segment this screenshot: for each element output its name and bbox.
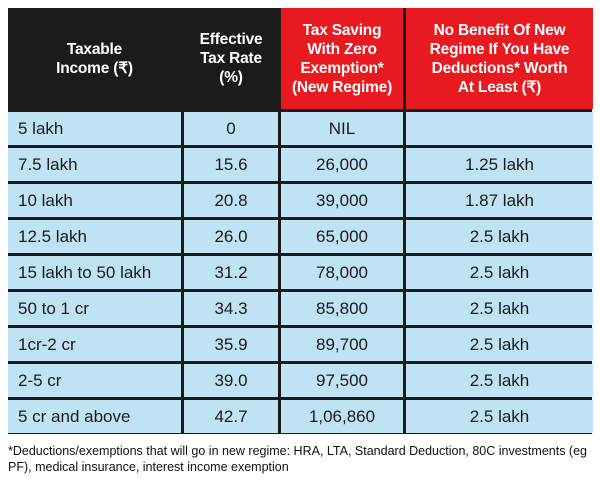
- table-cell-income: 12.5 lakh: [8, 220, 181, 253]
- header-effective-tax-rate: Effective Tax Rate (%): [184, 8, 278, 109]
- table-cell-saving: 1,06,860: [281, 400, 403, 433]
- table-cell-income: 5 cr and above: [8, 400, 181, 433]
- table-cell-income: 10 lakh: [8, 184, 181, 217]
- table-cell-rate: 20.8: [184, 184, 278, 217]
- table-cell-threshold: 2.5 lakh: [406, 328, 593, 361]
- table-cell-threshold: 2.5 lakh: [406, 364, 593, 397]
- footnote: *Deductions/exemptions that will go in n…: [8, 444, 587, 474]
- table-cell-threshold: [406, 112, 593, 145]
- table-cell-saving: 89,700: [281, 328, 403, 361]
- table-cell-saving: 26,000: [281, 148, 403, 181]
- table-cell-rate: 34.3: [184, 292, 278, 325]
- table-cell-income: 50 to 1 cr: [8, 292, 181, 325]
- table-cell-income: 5 lakh: [8, 112, 181, 145]
- table-cell-rate: 0: [184, 112, 278, 145]
- table-cell-rate: 31.2: [184, 256, 278, 289]
- table-cell-rate: 35.9: [184, 328, 278, 361]
- header-taxable-income: Taxable Income (₹): [8, 8, 181, 109]
- header-tax-saving: Tax Saving With Zero Exemption* (New Reg…: [281, 8, 403, 109]
- table-cell-rate: 42.7: [184, 400, 278, 433]
- table-cell-income: 7.5 lakh: [8, 148, 181, 181]
- table-cell-rate: 26.0: [184, 220, 278, 253]
- table-cell-threshold: 2.5 lakh: [406, 256, 593, 289]
- tax-comparison-table: Taxable Income (₹) Effective Tax Rate (%…: [8, 8, 593, 433]
- table-cell-threshold: 2.5 lakh: [406, 292, 593, 325]
- header-no-benefit-threshold: No Benefit Of New Regime If You Have Ded…: [406, 8, 593, 109]
- table-cell-threshold: 1.25 lakh: [406, 148, 593, 181]
- table-cell-rate: 39.0: [184, 364, 278, 397]
- table-cell-rate: 15.6: [184, 148, 278, 181]
- table-cell-threshold: 2.5 lakh: [406, 400, 593, 433]
- table-cell-saving: 78,000: [281, 256, 403, 289]
- table-cell-income: 2-5 cr: [8, 364, 181, 397]
- table-cell-income: 1cr-2 cr: [8, 328, 181, 361]
- table-cell-saving: 85,800: [281, 292, 403, 325]
- table-cell-threshold: 1.87 lakh: [406, 184, 593, 217]
- table-cell-saving: 97,500: [281, 364, 403, 397]
- table-cell-saving: NIL: [281, 112, 403, 145]
- table-cell-saving: 39,000: [281, 184, 403, 217]
- table-cell-saving: 65,000: [281, 220, 403, 253]
- table-cell-threshold: 2.5 lakh: [406, 220, 593, 253]
- table-cell-income: 15 lakh to 50 lakh: [8, 256, 181, 289]
